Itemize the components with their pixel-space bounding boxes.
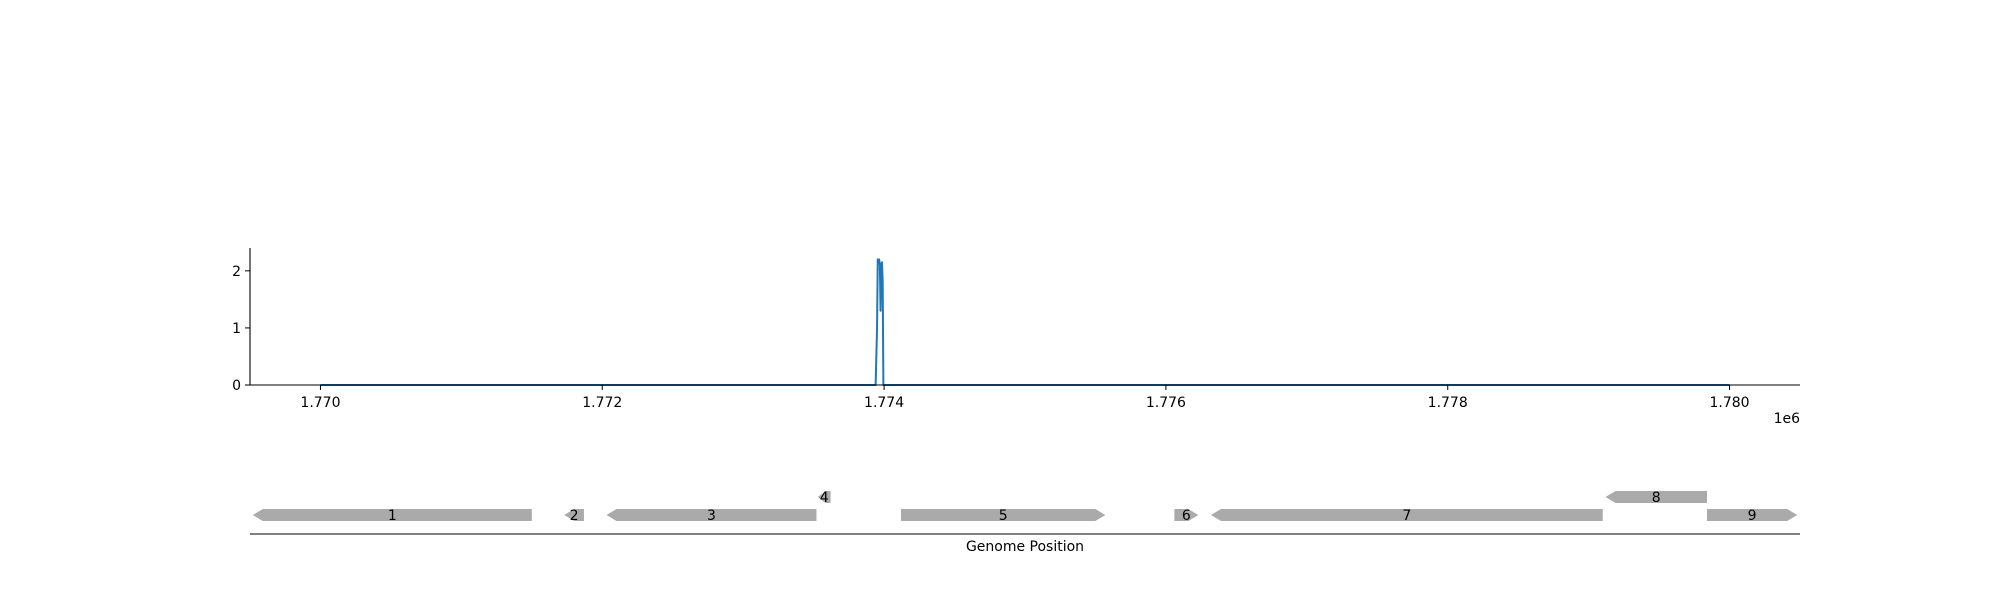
y-tick-label: 2 (232, 264, 241, 280)
gene-feature-label: 2 (570, 508, 579, 524)
x-tick-label: 1.780 (1709, 395, 1749, 411)
coverage-plot: 1.770 1.772 1.774 1.776 1.778 1.780 0 1 2 1e6 (232, 248, 1800, 427)
gene-feature-label: 6 (1182, 508, 1191, 524)
gene-feature-label: 8 (1652, 490, 1661, 506)
gene-feature-9 (1707, 509, 1798, 521)
gene-feature-label: 3 (707, 508, 716, 524)
coverage-line-0 (320, 258, 1730, 386)
x-tick-label: 1.770 (300, 395, 340, 411)
gene-feature-label: 9 (1748, 508, 1757, 524)
x-tick-label: 1.778 (1428, 395, 1468, 411)
x-axis-offset-label: 1e6 (1774, 411, 1801, 427)
y-tick-label: 1 (232, 321, 241, 337)
x-tick-label: 1.772 (582, 395, 622, 411)
gene-feature-label: 5 (999, 508, 1008, 524)
gene-feature-8 (1605, 491, 1707, 503)
x-ticks: 1.770 1.772 1.774 1.776 1.778 1.780 (300, 385, 1750, 411)
y-ticks: 0 1 2 (232, 264, 250, 394)
gene-features: 1 2 3 4 5 6 7 8 9 (252, 490, 1798, 524)
gene-feature-7 (1211, 509, 1603, 521)
x-tick-label: 1.776 (1146, 395, 1186, 411)
y-tick-label: 0 (232, 378, 241, 394)
gene-feature-5 (901, 509, 1106, 521)
gene-feature-6 (1174, 509, 1199, 521)
gene-feature-label: 7 (1402, 508, 1411, 524)
gene-feature-3 (606, 509, 817, 521)
gene-feature-1 (252, 509, 532, 521)
x-tick-label: 1.774 (864, 395, 904, 411)
coverage-series (320, 258, 1730, 386)
x-axis-label: Genome Position (966, 539, 1084, 555)
gene-feature-label: 1 (388, 508, 397, 524)
gene-track: 1 2 3 4 5 6 7 8 9 Genome Position (250, 490, 1800, 555)
gene-feature-2 (564, 509, 584, 521)
gene-feature-label: 4 (820, 490, 829, 506)
gene-feature-4 (817, 491, 831, 503)
